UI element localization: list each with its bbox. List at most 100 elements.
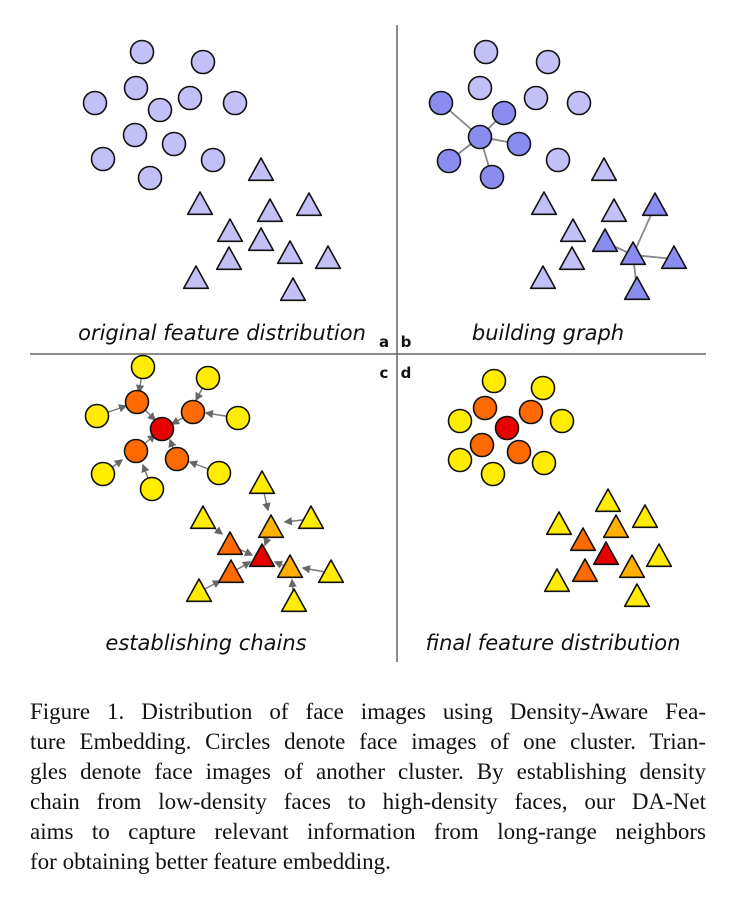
triangle-node-c: [217, 559, 245, 584]
graph-node-triangle: [660, 245, 688, 270]
triangle-node-c: [297, 505, 325, 530]
caption-line-2: ture Embedding. Circles denote face imag…: [30, 729, 706, 754]
circle-node-d: [530, 375, 556, 401]
panel-b-title: building graph: [472, 321, 624, 345]
circle-node-b: [545, 147, 571, 173]
circle-node-a: [129, 39, 155, 65]
caption-line-3: gles denote face images of another clust…: [30, 759, 706, 784]
triangle-node-d: [645, 543, 673, 568]
circle-node-a: [222, 90, 248, 116]
triangle-node-d: [571, 558, 599, 583]
graph-node-triangle: [623, 276, 651, 301]
triangle-node-c: [257, 514, 285, 539]
panel-a-title: original feature distribution: [78, 321, 366, 345]
triangle-node-c: [216, 531, 244, 556]
caption-line-1: Figure 1. Distribution of face images us…: [30, 699, 706, 724]
panel-c-letter: c: [380, 364, 389, 382]
triangle-node-b: [530, 191, 558, 216]
graph-node-triangle: [641, 192, 669, 217]
panel-d-letter: d: [401, 364, 412, 382]
triangle-node-a: [247, 157, 275, 182]
shapes-layer: [82, 39, 688, 613]
triangle-node-a: [256, 198, 284, 223]
graph-node-triangle: [619, 241, 647, 266]
circle-node-d: [480, 461, 506, 487]
panel-d-title: final feature distribution: [426, 631, 681, 655]
triangle-node-d: [618, 554, 646, 579]
circle-node-c: [149, 416, 175, 442]
circle-node-d: [494, 415, 520, 441]
triangle-node-d: [631, 504, 659, 529]
caption-line-5: aims to capture relevant information fro…: [30, 819, 706, 844]
panel-a-letter: a: [379, 333, 389, 351]
circle-node-d: [518, 399, 544, 425]
graph-node-circle: [491, 100, 517, 126]
triangle-node-c: [185, 578, 213, 603]
circle-node-c: [225, 405, 251, 431]
circle-node-a: [147, 97, 173, 123]
graph-node-circle: [506, 131, 532, 157]
circle-node-b: [523, 85, 549, 111]
caption-line-6: for obtaining better feature embedding.: [30, 849, 391, 874]
triangle-node-a: [276, 240, 304, 265]
triangle-node-a: [247, 227, 275, 252]
circle-node-d: [531, 450, 557, 476]
circle-node-d: [506, 439, 532, 465]
circle-node-c: [123, 438, 149, 464]
triangle-node-a: [295, 192, 323, 217]
circle-node-c: [195, 365, 221, 391]
triangle-node-c: [189, 505, 217, 530]
circle-node-c: [130, 354, 156, 380]
graph-node-circle: [479, 164, 505, 190]
circle-node-a: [122, 122, 148, 148]
circle-node-d: [447, 447, 473, 473]
triangle-node-b: [529, 265, 557, 290]
circle-node-d: [447, 408, 473, 434]
circle-node-c: [90, 461, 116, 487]
triangle-node-a: [279, 277, 307, 302]
triangle-node-b: [600, 198, 628, 223]
panel-b-letter: b: [401, 333, 412, 351]
triangle-node-b: [558, 246, 586, 271]
graph-node-circle: [436, 148, 462, 174]
circle-node-a: [161, 131, 187, 157]
circle-node-b: [473, 39, 499, 65]
circle-node-c: [84, 403, 110, 429]
circle-node-a: [200, 147, 226, 173]
triangle-node-b: [559, 218, 587, 243]
triangle-node-b: [590, 157, 618, 182]
graph-node-circle: [467, 124, 493, 150]
triangle-node-c: [276, 554, 304, 579]
triangle-node-c: [317, 559, 345, 584]
triangle-node-d: [602, 514, 630, 539]
circle-node-c: [206, 460, 232, 486]
panel-c-title: establishing chains: [105, 631, 306, 655]
circle-node-b: [566, 90, 592, 116]
figure-canvas: original feature distribution building g…: [30, 25, 706, 662]
figure-caption: Figure 1. Distribution of face images us…: [30, 697, 706, 877]
triangle-node-c: [248, 470, 276, 495]
triangle-node-a: [314, 245, 342, 270]
circle-node-a: [82, 90, 108, 116]
triangle-node-c: [280, 588, 308, 613]
circle-node-a: [177, 85, 203, 111]
circle-node-d: [481, 368, 507, 394]
caption-line-4: chain from low-density faces to high-den…: [30, 789, 706, 814]
triangle-node-a: [216, 218, 244, 243]
circle-node-c: [124, 389, 150, 415]
triangle-node-d: [543, 568, 571, 593]
circle-node-b: [535, 49, 561, 75]
circle-node-d: [549, 408, 575, 434]
circle-node-c: [164, 446, 190, 472]
figure: original feature distribution building g…: [30, 25, 706, 662]
circle-node-b: [467, 75, 493, 101]
triangle-node-d: [545, 511, 573, 536]
circle-node-a: [123, 75, 149, 101]
graph-node-circle: [428, 90, 454, 116]
circle-node-d: [472, 395, 498, 421]
graph-node-triangle: [591, 228, 619, 253]
circle-node-d: [469, 432, 495, 458]
circle-node-c: [139, 476, 165, 502]
circle-node-a: [190, 49, 216, 75]
circle-node-c: [180, 399, 206, 425]
